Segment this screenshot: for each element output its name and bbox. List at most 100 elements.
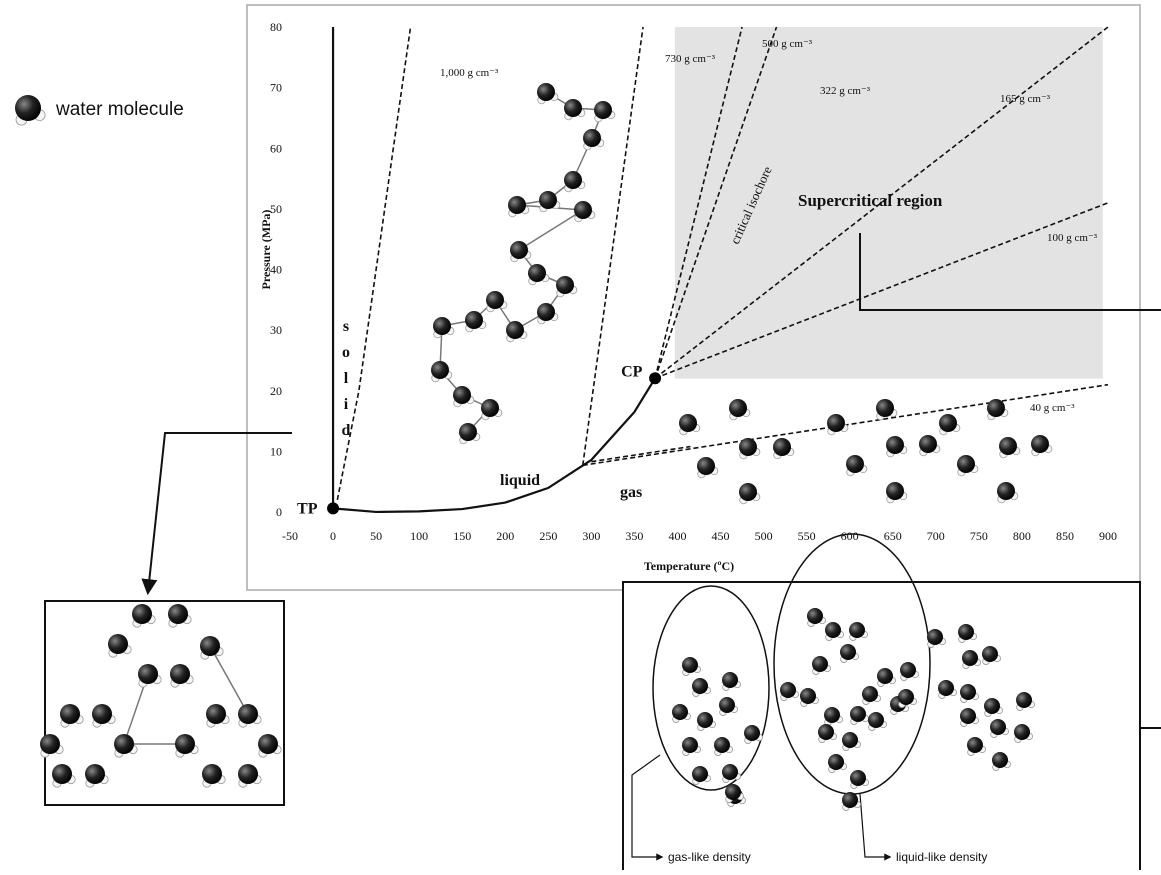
oxygen xyxy=(202,764,222,784)
oxygen xyxy=(722,764,738,780)
isochore-label: 500 g cm⁻³ xyxy=(762,38,813,50)
isochore-label: 165 g cm⁻³ xyxy=(1000,93,1051,105)
oxygen xyxy=(992,752,1008,768)
x-tick-label: 150 xyxy=(453,529,471,543)
oxygen xyxy=(850,770,866,786)
y-tick-label: 70 xyxy=(270,81,282,95)
oxygen xyxy=(697,712,713,728)
y-tick-label: 10 xyxy=(270,444,282,458)
oxygen xyxy=(900,662,916,678)
oxygen xyxy=(697,457,715,475)
oxygen xyxy=(876,399,894,417)
oxygen xyxy=(40,734,60,754)
density-label: liquid-like density xyxy=(896,850,987,864)
oxygen xyxy=(238,764,258,784)
oxygen xyxy=(108,634,128,654)
phase-label: solid xyxy=(338,318,355,448)
connector xyxy=(631,754,664,861)
x-tick-label: 250 xyxy=(539,529,557,543)
oxygen xyxy=(958,624,974,640)
oxygen xyxy=(962,650,978,666)
oxygen xyxy=(238,704,258,724)
oxygen xyxy=(960,684,976,700)
oxygen xyxy=(537,83,555,101)
oxygen xyxy=(465,311,483,329)
point-label: CP xyxy=(621,363,643,380)
oxygen xyxy=(719,697,735,713)
oxygen xyxy=(574,201,592,219)
oxygen xyxy=(679,414,697,432)
oxygen xyxy=(999,437,1017,455)
oxygen xyxy=(842,792,858,808)
oxygen xyxy=(868,712,884,728)
isochore-line xyxy=(591,445,691,463)
phase-point xyxy=(327,502,340,515)
x-tick-label: 450 xyxy=(712,529,730,543)
oxygen xyxy=(886,482,904,500)
legend-text: water molecule xyxy=(55,99,184,120)
isochore-label: 322 g cm⁻³ xyxy=(820,85,871,97)
oxygen xyxy=(52,764,72,784)
x-tick-label: 300 xyxy=(582,529,600,543)
oxygen xyxy=(594,101,612,119)
oxygen xyxy=(807,608,823,624)
oxygen xyxy=(722,672,738,688)
isochore-line xyxy=(332,377,657,514)
hydrogen-bond xyxy=(209,645,249,715)
oxygen xyxy=(672,704,688,720)
oxygen xyxy=(927,629,943,645)
oxygen xyxy=(60,704,80,724)
oxygen xyxy=(431,361,449,379)
connector xyxy=(859,793,892,861)
x-tick-label: 850 xyxy=(1056,529,1074,543)
callout-line xyxy=(859,233,1161,311)
isochore-label: 40 g cm⁻³ xyxy=(1030,402,1075,414)
x-tick-label: 650 xyxy=(884,529,902,543)
oxygen xyxy=(773,438,791,456)
oxygen xyxy=(138,664,158,684)
x-tick-label: 750 xyxy=(970,529,988,543)
oxygen xyxy=(692,678,708,694)
y-tick-label: 80 xyxy=(270,20,282,34)
oxygen xyxy=(938,680,954,696)
oxygen xyxy=(812,656,828,672)
oxygen xyxy=(919,435,937,453)
x-axis-title: Temperature (ºC) xyxy=(644,559,734,573)
isochore-line xyxy=(654,26,743,379)
oxygen xyxy=(556,276,574,294)
oxygen xyxy=(1014,724,1030,740)
oxygen xyxy=(459,423,477,441)
oxygen xyxy=(433,317,451,335)
oxygen xyxy=(984,698,1000,714)
oxygen xyxy=(85,764,105,784)
oxygen xyxy=(957,455,975,473)
oxygen xyxy=(92,704,112,724)
oxygen xyxy=(997,482,1015,500)
oxygen xyxy=(15,95,41,121)
oxygen xyxy=(206,704,226,724)
oxygen xyxy=(898,689,914,705)
oxygen xyxy=(850,706,866,722)
density-label: gas-like density xyxy=(668,850,751,864)
isochore-label: 1,000 g cm⁻³ xyxy=(440,67,499,79)
oxygen xyxy=(258,734,278,754)
x-tick-label: 0 xyxy=(330,529,336,543)
y-tick-label: 30 xyxy=(270,323,282,337)
gas-like-cluster xyxy=(652,585,770,791)
oxygen xyxy=(990,719,1006,735)
y-tick-label: 60 xyxy=(270,141,282,155)
oxygen xyxy=(842,732,858,748)
oxygen xyxy=(114,734,134,754)
oxygen xyxy=(939,414,957,432)
oxygen xyxy=(583,129,601,147)
x-tick-label: 350 xyxy=(625,529,643,543)
x-tick-label: 400 xyxy=(668,529,686,543)
oxygen xyxy=(739,438,757,456)
oxygen xyxy=(960,708,976,724)
isochore-label: 730 g cm⁻³ xyxy=(665,53,716,65)
oxygen xyxy=(825,622,841,638)
oxygen xyxy=(1031,435,1049,453)
oxygen xyxy=(528,264,546,282)
oxygen xyxy=(886,436,904,454)
